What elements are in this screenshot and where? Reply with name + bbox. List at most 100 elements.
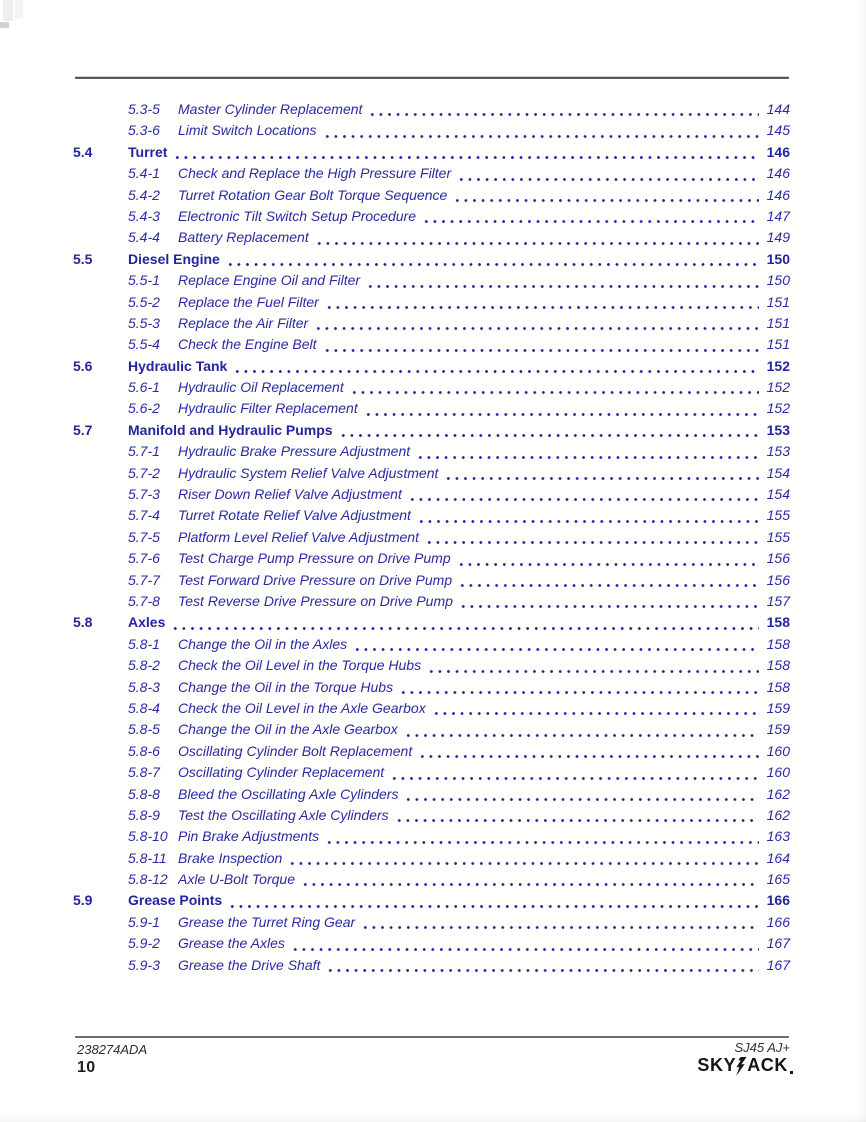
toc-entry-page: 165 — [766, 871, 790, 888]
toc-entry: 5.3-6 Limit Switch Locations 145 — [73, 120, 790, 141]
toc-entry: 5.7 Manifold and Hydraulic Pumps 153 — [73, 420, 790, 441]
toc-entry: 5.7-5 Platform Level Relief Valve Adjust… — [73, 527, 790, 548]
dot-leader — [324, 305, 759, 309]
toc-entry: 5.8-11 Brake Inspection 164 — [73, 848, 790, 869]
toc-entry-number: 5.7-6 — [128, 550, 160, 567]
toc-entry-title: Grease the Turret Ring Gear — [178, 913, 356, 930]
dot-leader — [368, 113, 759, 117]
toc-entry-page: 152 — [766, 400, 790, 417]
dot-leader — [421, 220, 759, 224]
toc-entry-title: Test Forward Drive Pressure on Drive Pum… — [178, 571, 453, 588]
dot-leader — [363, 412, 759, 416]
toc-entry-title: Turret — [128, 143, 168, 160]
toc-entry: 5.8-2 Check the Oil Level in the Torque … — [73, 655, 790, 676]
toc-entry: 5.8-3 Change the Oil in the Torque Hubs … — [73, 677, 790, 698]
toc-entry-number: 5.5-1 — [128, 272, 160, 289]
toc-entry: 5.5-3 Replace the Air Filter 151 — [73, 313, 790, 334]
toc-entry-page: 147 — [766, 207, 790, 224]
toc-entry: 5.5-4 Check the Engine Belt 151 — [73, 334, 790, 355]
dot-leader — [171, 626, 759, 630]
toc-entry: 5.4-3 Electronic Tilt Switch Setup Proce… — [73, 206, 790, 227]
skyjack-logo: SKY ACK — [697, 1056, 793, 1076]
dot-leader — [288, 862, 759, 866]
toc-entry: 5.4-2 Turret Rotation Gear Bolt Torque S… — [73, 185, 790, 206]
toc-entry-title: Oscillating Cylinder Replacement — [178, 764, 385, 781]
toc-entry-title: Replace Engine Oil and Filter — [178, 272, 361, 289]
toc-entry-title: Riser Down Relief Valve Adjustment — [178, 486, 402, 503]
toc-entry-number: 5.8-5 — [128, 721, 160, 738]
dot-leader — [444, 477, 759, 481]
toc-entry-page: 154 — [766, 486, 790, 503]
toc-entry-title: Grease the Drive Shaft — [178, 956, 321, 973]
dot-leader — [225, 263, 759, 267]
toc-entry-title: Check the Oil Level in the Axle Gearbox — [178, 699, 426, 716]
toc-entry-title: Hydraulic Brake Pressure Adjustment — [178, 443, 411, 460]
toc-entry: 5.8-8 Bleed the Oscillating Axle Cylinde… — [73, 784, 790, 805]
toc-entry: 5.4-1 Check and Replace the High Pressur… — [73, 163, 790, 184]
toc-entry-title: Diesel Engine — [128, 250, 220, 267]
toc-entry: 5.7-3 Riser Down Relief Valve Adjustment… — [73, 484, 790, 505]
toc-entry-title: Oscillating Cylinder Bolt Replacement — [178, 742, 413, 759]
toc-entry-page: 155 — [766, 507, 790, 524]
toc-entry: 5.3-5 Master Cylinder Replacement 144 — [73, 99, 790, 120]
dot-leader — [300, 883, 759, 887]
toc-entry-title: Electronic Tilt Switch Setup Procedure — [178, 207, 416, 224]
toc-entry-page: 151 — [766, 314, 790, 331]
dot-leader — [314, 327, 759, 331]
toc-entry-page: 145 — [766, 122, 790, 139]
dot-leader — [338, 434, 759, 438]
toc-entry-title: Brake Inspection — [178, 849, 283, 866]
model-number: SJ45 AJ+ — [734, 1040, 790, 1055]
dot-leader — [322, 348, 759, 352]
toc-entry-number: 5.4 — [73, 143, 93, 160]
dot-leader — [290, 947, 759, 951]
toc-entry-title: Hydraulic Filter Replacement — [178, 400, 358, 417]
toc-entry-title: Bleed the Oscillating Axle Cylinders — [178, 785, 399, 802]
toc-entry-title: Test Reverse Drive Pressure on Drive Pum… — [178, 592, 453, 609]
toc-entry-page: 159 — [766, 721, 790, 738]
dot-leader — [458, 605, 759, 609]
toc-entry-page: 164 — [766, 849, 790, 866]
toc-entry-number: 5.9-3 — [128, 956, 160, 973]
toc-entry-page: 149 — [766, 229, 790, 246]
toc-entry-title: Battery Replacement — [178, 229, 309, 246]
toc-list: 5.3-5 Master Cylinder Replacement 144 5.… — [73, 99, 790, 976]
toc-entry-number: 5.8-11 — [128, 849, 167, 866]
toc-entry-title: Test the Oscillating Axle Cylinders — [178, 806, 389, 823]
toc-entry: 5.7-1 Hydraulic Brake Pressure Adjustmen… — [73, 441, 790, 462]
toc-entry-page: 153 — [766, 443, 790, 460]
toc-entry-number: 5.8-1 — [128, 635, 160, 652]
toc-entry-page: 146 — [766, 186, 790, 203]
toc-entry-number: 5.8-12 — [128, 871, 168, 888]
toc-entry-title: Test Charge Pump Pressure on Drive Pump — [178, 550, 451, 567]
toc-entry-number: 5.8-3 — [128, 678, 160, 695]
toc-entry-page: 158 — [766, 657, 790, 674]
toc-entry-title: Grease Points — [128, 892, 223, 909]
toc-entry-page: 154 — [766, 464, 790, 481]
toc-entry-number: 5.6-2 — [128, 400, 160, 417]
dot-leader — [453, 198, 759, 202]
toc-entry-number: 5.8-4 — [128, 699, 160, 716]
toc-entry-title: Turret Rotation Gear Bolt Torque Sequenc… — [178, 186, 448, 203]
toc-entry-page: 162 — [766, 785, 790, 802]
toc-entry-title: Axles — [128, 614, 166, 631]
dot-leader — [399, 690, 759, 694]
toc-entry-title: Change the Oil in the Axles — [178, 635, 348, 652]
toc-entry-page: 150 — [766, 272, 790, 289]
toc-entry: 5.7-7 Test Forward Drive Pressure on Dri… — [73, 570, 790, 591]
toc-entry-number: 5.6-1 — [128, 379, 160, 396]
toc-entry-number: 5.9-1 — [128, 913, 160, 930]
toc-entry-number: 5.5-4 — [128, 336, 160, 353]
dot-leader — [416, 519, 759, 523]
dot-leader — [424, 541, 759, 545]
dot-leader — [314, 241, 759, 245]
toc-entry-page: 151 — [766, 336, 790, 353]
toc-entry-number: 5.3-6 — [128, 122, 160, 139]
dot-leader — [390, 776, 759, 780]
toc-entry-title: Grease the Axles — [178, 935, 285, 952]
toc-entry-page: 146 — [766, 165, 790, 182]
scan-edge-shadow — [0, 1114, 866, 1122]
toc-entry-page: 156 — [766, 550, 790, 567]
toc-entry-number: 5.5-3 — [128, 314, 160, 331]
